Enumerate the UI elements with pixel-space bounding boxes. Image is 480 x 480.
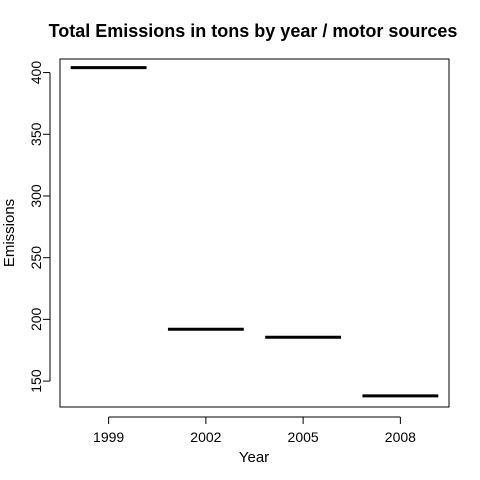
x-tick-label: 2008: [385, 429, 416, 445]
x-tick-label: 2002: [190, 429, 221, 445]
plot-frame: [59, 58, 450, 408]
x-axis-label: Year: [239, 449, 269, 466]
y-tick-label: 400: [28, 61, 44, 85]
chart-title: Total Emissions in tons by year / motor …: [49, 21, 458, 41]
y-tick-label: 300: [28, 184, 44, 208]
x-tick-label: 2005: [288, 429, 319, 445]
y-tick-label: 250: [28, 246, 44, 270]
x-tick-label: 1999: [93, 429, 124, 445]
x-axis: 1999 2002 2005 2008: [93, 416, 416, 445]
y-tick-label: 150: [28, 369, 44, 393]
y-axis: 150 200 250 300 350 400: [28, 61, 51, 393]
y-tick-label: 200: [28, 307, 44, 331]
data-marks: [70, 66, 439, 398]
y-axis-label: Emissions: [1, 199, 18, 267]
y-tick-label: 350: [28, 122, 44, 146]
